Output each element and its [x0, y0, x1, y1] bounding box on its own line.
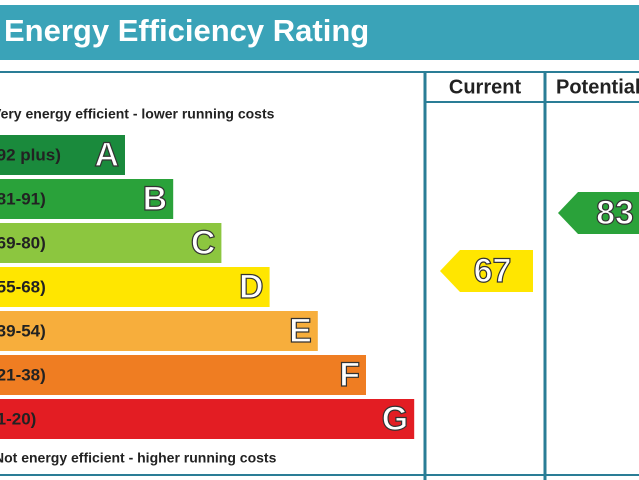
band-range: (81-91) [0, 189, 46, 208]
band-bar [0, 223, 222, 263]
rating-arrow [440, 250, 533, 292]
rating-value: 67 [474, 252, 512, 290]
band-bar [0, 179, 174, 219]
band-letter: A [94, 136, 119, 174]
band-bar [0, 355, 366, 395]
band-range: (69-80) [0, 233, 46, 252]
band-letter: E [289, 312, 312, 350]
band-bar [0, 399, 415, 439]
rating-arrow [558, 192, 639, 234]
column-header: Potential [556, 76, 639, 98]
column-header: Current [449, 76, 522, 98]
band-letter: C [191, 224, 216, 262]
band-bar [0, 135, 125, 175]
arrows: 67 83 [440, 192, 639, 292]
bands: (92 plus) A (81-91) B (69-80) C (55-68) D (39-54… [0, 135, 415, 439]
band-letter: D [239, 268, 264, 306]
title-bar [0, 5, 639, 60]
band-letter: F [339, 356, 360, 394]
band-range: (1-20) [0, 409, 36, 428]
band-bar [0, 311, 318, 351]
band-range: (21-38) [0, 365, 46, 384]
band-range: (55-68) [0, 277, 46, 296]
band-bar [0, 267, 270, 307]
band-letter: B [143, 180, 168, 218]
title: Energy Efficiency Rating [4, 13, 369, 48]
band-letter: G [382, 400, 408, 438]
band-range: (92 plus) [0, 145, 61, 164]
band-range: (39-54) [0, 321, 46, 340]
rating-value: 83 [596, 194, 634, 232]
bottom-note: Not energy efficient - higher running co… [0, 450, 277, 466]
top-note: Very energy efficient - lower running co… [0, 106, 275, 122]
